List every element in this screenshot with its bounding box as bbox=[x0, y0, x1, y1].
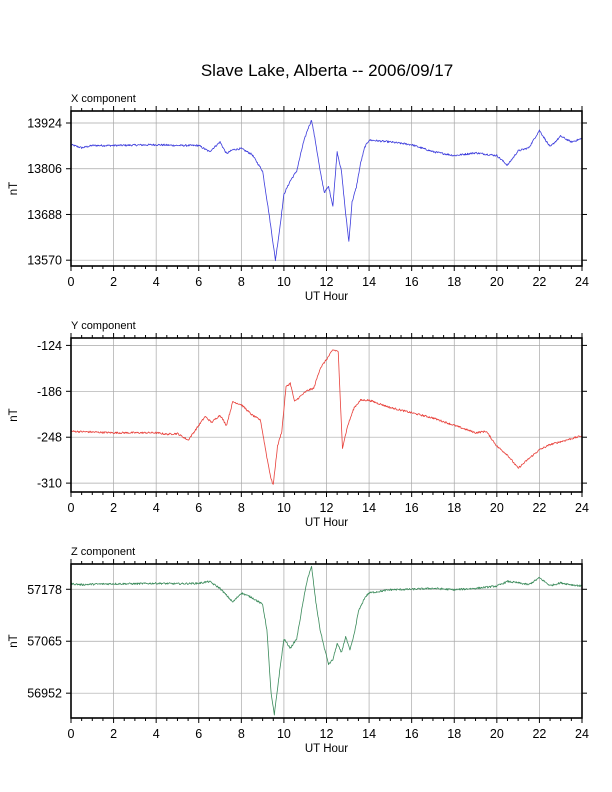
x-tick-label: 12 bbox=[320, 275, 334, 289]
x-tick-label: 8 bbox=[238, 275, 245, 289]
x-tick-label: 22 bbox=[532, 275, 546, 289]
x-tick-label: 4 bbox=[153, 501, 160, 515]
x-tick-label: 4 bbox=[153, 275, 160, 289]
x-tick-label: 14 bbox=[362, 275, 376, 289]
x-tick-label: 0 bbox=[68, 275, 75, 289]
x-tick-label: 16 bbox=[405, 501, 419, 515]
y-axis-label: nT bbox=[8, 182, 20, 195]
panel-label: Z component bbox=[71, 546, 135, 558]
x-tick-label: 24 bbox=[575, 727, 589, 741]
x-tick-label: 2 bbox=[110, 727, 117, 741]
x-tick-label: 6 bbox=[195, 727, 202, 741]
x-axis-label: UT Hour bbox=[305, 517, 348, 529]
y-tick-label: 56952 bbox=[27, 687, 62, 701]
x-tick-label: 16 bbox=[405, 275, 419, 289]
x-tick-label: 22 bbox=[532, 727, 546, 741]
x-tick-label: 10 bbox=[277, 501, 291, 515]
x-tick-label: 18 bbox=[447, 727, 461, 741]
x-axis-label: UT Hour bbox=[305, 291, 348, 303]
x-tick-label: 14 bbox=[362, 727, 376, 741]
x-tick-label: 18 bbox=[447, 501, 461, 515]
y-tick-label: -186 bbox=[37, 385, 62, 399]
x-tick-label: 6 bbox=[195, 501, 202, 515]
x-tick-label: 2 bbox=[110, 501, 117, 515]
figure-title: Slave Lake, Alberta -- 2006/09/17 bbox=[201, 61, 453, 80]
x-tick-label: 8 bbox=[238, 501, 245, 515]
y-tick-label: -310 bbox=[37, 477, 62, 491]
x-tick-label: 20 bbox=[490, 727, 504, 741]
y-tick-label: 57178 bbox=[27, 583, 62, 597]
x-tick-label: 24 bbox=[575, 275, 589, 289]
x-tick-label: 20 bbox=[490, 501, 504, 515]
panel-label: Y component bbox=[71, 320, 136, 332]
x-tick-label: 12 bbox=[320, 501, 334, 515]
x-tick-label: 14 bbox=[362, 501, 376, 515]
x-axis-label: UT Hour bbox=[305, 743, 348, 755]
y-axis-label: nT bbox=[8, 634, 20, 647]
x-tick-label: 16 bbox=[405, 727, 419, 741]
x-tick-label: 24 bbox=[575, 501, 589, 515]
x-tick-label: 20 bbox=[490, 275, 504, 289]
x-tick-label: 22 bbox=[532, 501, 546, 515]
y-tick-label: 13570 bbox=[27, 254, 62, 268]
series-line bbox=[70, 120, 583, 262]
y-tick-label: 13688 bbox=[27, 208, 62, 222]
y-axis-label: nT bbox=[8, 408, 20, 421]
x-tick-label: 18 bbox=[447, 275, 461, 289]
x-tick-label: 10 bbox=[277, 275, 291, 289]
x-tick-label: 2 bbox=[110, 275, 117, 289]
x-tick-label: 0 bbox=[68, 727, 75, 741]
y-tick-label: 57065 bbox=[27, 635, 62, 649]
x-tick-label: 4 bbox=[153, 727, 160, 741]
x-tick-label: 0 bbox=[68, 501, 75, 515]
x-tick-label: 8 bbox=[238, 727, 245, 741]
x-tick-label: 10 bbox=[277, 727, 291, 741]
y-tick-label: 13806 bbox=[27, 162, 62, 176]
series-line bbox=[70, 349, 583, 485]
y-tick-label: 13924 bbox=[27, 117, 62, 131]
y-tick-label: -124 bbox=[37, 339, 62, 353]
series-line bbox=[70, 565, 583, 716]
panel-label: X component bbox=[71, 93, 136, 105]
y-tick-label: -248 bbox=[37, 431, 62, 445]
x-tick-label: 12 bbox=[320, 727, 334, 741]
x-tick-label: 6 bbox=[195, 275, 202, 289]
